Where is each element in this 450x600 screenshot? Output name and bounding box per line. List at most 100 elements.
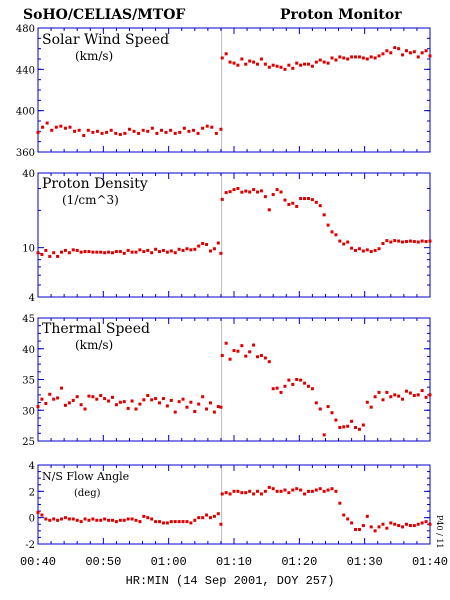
data-point [99,250,103,254]
data-point [197,516,201,520]
x-tick-label: 01:20 [281,555,317,569]
data-point [397,239,401,243]
data-point [60,386,64,390]
data-point [271,487,275,491]
data-point [385,239,389,243]
data-point [107,250,111,254]
data-point [299,63,303,67]
data-point [48,392,52,396]
data-point [275,489,279,493]
data-point [267,208,271,212]
data-point [126,248,130,252]
data-point [103,251,107,255]
data-point [385,49,389,53]
data-point [164,130,168,134]
data-point [279,65,283,69]
data-point [71,248,75,252]
data-point [185,520,189,524]
data-point [224,52,228,56]
panel-1: 360 400 440 480 Solar Wind Speed(km/s) [16,24,432,159]
data-point [91,130,95,134]
data-point [83,517,87,521]
data-point [110,251,114,255]
data-point [189,400,193,404]
data-point [283,488,287,492]
data-point [103,397,107,401]
data-point [291,382,295,386]
data-point [154,397,158,401]
data-point [385,390,389,394]
data-point [173,410,177,414]
data-point [381,398,385,402]
data-point [141,128,145,132]
data-point [91,395,95,399]
data-point [326,405,330,409]
data-point [161,248,165,252]
data-point [259,57,263,61]
data-point [248,350,252,354]
data-point [389,395,393,399]
data-point [420,239,424,243]
data-point [224,341,228,345]
header-right-title: Proton Monitor [280,7,402,23]
data-point [219,405,223,409]
data-point [263,195,267,199]
data-point [169,398,173,402]
data-point [322,433,326,437]
data-point [295,378,299,381]
data-point [173,131,177,135]
data-point [385,526,389,530]
data-point [318,487,322,491]
data-point [381,242,385,246]
data-point [214,131,218,135]
y-tick-label: 4 [29,461,35,472]
data-point [83,250,87,254]
data-point [334,58,338,62]
data-point [95,397,99,401]
data-point [361,56,365,60]
data-point [83,407,87,411]
data-point [60,250,64,254]
data-point [126,517,130,521]
data-point [404,49,408,53]
data-point [267,360,271,364]
data-point [306,62,310,66]
data-point [216,512,220,516]
data-point [279,190,283,194]
data-point [393,239,397,243]
data-point [346,240,350,244]
data-point [404,389,408,393]
data-point [197,244,201,248]
data-point [373,395,377,399]
data-point [95,518,99,522]
data-point [252,343,256,347]
data-point [279,489,283,493]
data-point [303,492,307,496]
data-point [134,407,138,411]
data-point [56,518,60,522]
data-point [416,393,420,397]
data-point [393,46,397,50]
data-point [330,411,334,415]
y-tick-label: 360 [16,148,35,159]
data-point [350,419,354,423]
data-point [44,517,48,521]
x-tick-label: 00:50 [85,555,121,569]
data-point [428,522,432,526]
data-point [71,398,75,402]
data-point [219,522,223,526]
y-tick-label: 480 [16,24,35,35]
data-point [244,491,248,495]
data-point [416,55,420,59]
data-point [208,516,212,520]
y-tick-label: 40 [22,345,35,356]
data-point [283,384,287,388]
data-point [44,401,48,405]
data-point [191,128,195,132]
data-point [361,423,365,427]
data-point [346,424,350,428]
data-point [232,61,236,65]
data-point [287,378,291,382]
data-point [118,400,122,404]
data-point [365,400,369,404]
